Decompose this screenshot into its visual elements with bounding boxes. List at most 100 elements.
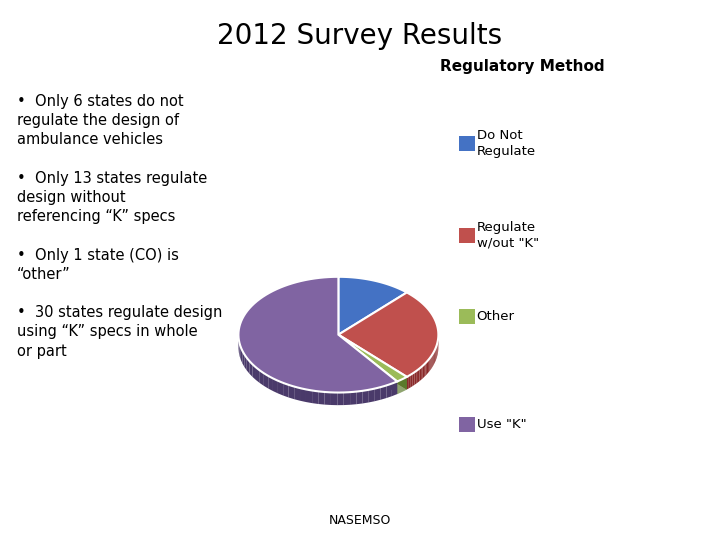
Polygon shape — [378, 281, 379, 294]
Polygon shape — [406, 292, 407, 305]
Polygon shape — [390, 285, 391, 298]
Polygon shape — [343, 392, 350, 405]
Polygon shape — [338, 335, 397, 394]
Polygon shape — [241, 318, 243, 334]
Polygon shape — [428, 309, 429, 323]
Polygon shape — [415, 371, 416, 385]
Polygon shape — [420, 301, 421, 315]
Polygon shape — [338, 293, 407, 347]
Polygon shape — [338, 335, 407, 389]
Polygon shape — [398, 288, 399, 301]
Polygon shape — [382, 282, 383, 295]
Polygon shape — [269, 376, 273, 391]
Polygon shape — [401, 289, 402, 302]
Polygon shape — [352, 278, 354, 290]
Text: •  Only 6 states do not
regulate the design of
ambulance vehicles

•  Only 13 st: • Only 6 states do not regulate the desi… — [17, 94, 222, 359]
Polygon shape — [244, 354, 247, 370]
Polygon shape — [431, 354, 433, 368]
Polygon shape — [388, 285, 390, 298]
Polygon shape — [261, 295, 264, 311]
Polygon shape — [357, 278, 359, 291]
Polygon shape — [313, 278, 320, 291]
Polygon shape — [402, 290, 403, 303]
Polygon shape — [396, 287, 397, 300]
Polygon shape — [369, 389, 375, 402]
Text: Do Not
Regulate: Do Not Regulate — [477, 129, 536, 158]
Polygon shape — [351, 277, 352, 290]
Polygon shape — [371, 280, 372, 293]
Polygon shape — [338, 293, 407, 347]
Polygon shape — [325, 392, 331, 405]
Polygon shape — [427, 308, 428, 322]
Polygon shape — [312, 390, 318, 404]
Polygon shape — [243, 314, 245, 330]
Polygon shape — [355, 278, 356, 291]
Polygon shape — [413, 372, 415, 386]
Polygon shape — [239, 340, 240, 356]
Polygon shape — [370, 280, 371, 293]
Polygon shape — [424, 305, 426, 319]
Polygon shape — [404, 291, 405, 304]
Polygon shape — [253, 364, 256, 380]
Polygon shape — [249, 361, 253, 377]
Polygon shape — [350, 277, 351, 290]
Polygon shape — [418, 368, 420, 382]
Polygon shape — [416, 370, 418, 383]
Text: Use "K": Use "K" — [477, 418, 526, 431]
Polygon shape — [391, 285, 392, 298]
Polygon shape — [245, 311, 247, 327]
Polygon shape — [386, 284, 387, 297]
Polygon shape — [274, 288, 279, 303]
Polygon shape — [347, 277, 348, 290]
Polygon shape — [283, 383, 289, 397]
Polygon shape — [413, 296, 415, 310]
Polygon shape — [338, 393, 343, 405]
Polygon shape — [395, 287, 396, 300]
Polygon shape — [359, 278, 360, 291]
Polygon shape — [338, 335, 397, 394]
Polygon shape — [409, 294, 411, 307]
Text: Other: Other — [477, 310, 515, 323]
Polygon shape — [381, 386, 387, 400]
Polygon shape — [434, 350, 435, 364]
Polygon shape — [433, 316, 434, 330]
Polygon shape — [341, 277, 342, 289]
Polygon shape — [377, 281, 378, 294]
Polygon shape — [383, 283, 384, 296]
Polygon shape — [350, 392, 356, 405]
Polygon shape — [429, 310, 431, 325]
Polygon shape — [338, 335, 407, 389]
Polygon shape — [385, 284, 386, 296]
Polygon shape — [394, 287, 395, 300]
Polygon shape — [260, 370, 264, 386]
Text: 2012 Survey Results: 2012 Survey Results — [217, 22, 503, 50]
Polygon shape — [360, 278, 361, 291]
Polygon shape — [384, 283, 385, 296]
Polygon shape — [405, 292, 406, 305]
Polygon shape — [256, 299, 261, 314]
Polygon shape — [239, 325, 240, 341]
Text: Regulatory Method: Regulatory Method — [440, 59, 604, 75]
Polygon shape — [426, 362, 427, 376]
Polygon shape — [320, 277, 325, 291]
Polygon shape — [354, 278, 355, 290]
Polygon shape — [284, 284, 289, 299]
Polygon shape — [247, 357, 249, 374]
Polygon shape — [343, 277, 345, 289]
Polygon shape — [256, 367, 260, 383]
Polygon shape — [369, 280, 370, 292]
Polygon shape — [433, 351, 434, 366]
Polygon shape — [423, 364, 424, 379]
Polygon shape — [415, 297, 416, 311]
Polygon shape — [416, 298, 418, 312]
Polygon shape — [411, 374, 413, 387]
Polygon shape — [247, 308, 250, 323]
Polygon shape — [264, 373, 269, 389]
Polygon shape — [365, 279, 366, 292]
Polygon shape — [387, 383, 392, 398]
Polygon shape — [407, 293, 409, 306]
Polygon shape — [294, 387, 300, 401]
Polygon shape — [399, 289, 400, 302]
Polygon shape — [345, 277, 346, 289]
Polygon shape — [366, 279, 367, 292]
